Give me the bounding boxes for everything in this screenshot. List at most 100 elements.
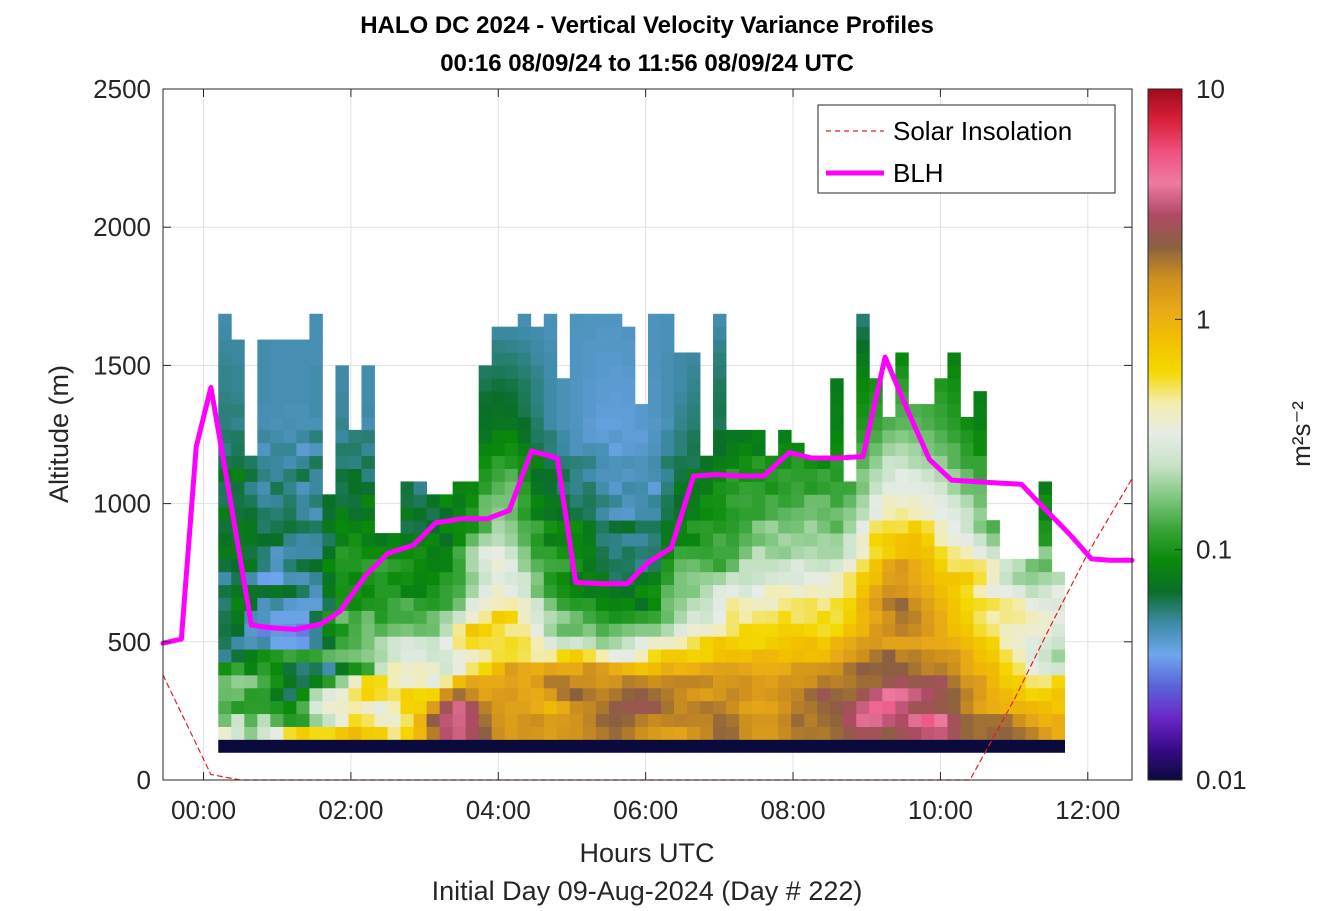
heatmap-cell (895, 726, 909, 740)
heatmap-cell (947, 365, 961, 379)
heatmap-cell (465, 545, 480, 560)
heatmap-cell (569, 713, 584, 727)
heatmap-cell (947, 636, 961, 650)
heatmap-cell (361, 713, 375, 727)
heatmap-cell (960, 416, 974, 431)
heatmap-cell (608, 352, 623, 366)
heatmap-cell (426, 584, 441, 598)
heatmap-cell (687, 429, 701, 444)
heatmap-cell (830, 416, 844, 431)
heatmap-cell (752, 481, 766, 495)
heatmap-cell (726, 739, 740, 753)
heatmap-cell (491, 739, 506, 753)
heatmap-cell (231, 713, 245, 727)
heatmap-cell (283, 352, 297, 366)
heatmap-cell (739, 687, 753, 702)
heatmap-cell (569, 623, 584, 637)
heatmap-cell (843, 674, 857, 689)
heatmap-cell (895, 558, 909, 573)
heatmap-cell (413, 507, 427, 521)
heatmap-cell (556, 429, 571, 444)
heatmap-cell (726, 597, 740, 611)
heatmap-cell (530, 468, 545, 482)
heatmap-cell (426, 597, 441, 611)
heatmap-cell (335, 455, 349, 469)
heatmap-cell (752, 455, 766, 469)
heatmap-cell (426, 687, 441, 702)
heatmap-cell (752, 726, 766, 740)
heatmap-cell (556, 378, 571, 392)
heatmap-cell (804, 494, 818, 508)
heatmap-cell (452, 623, 467, 637)
heatmap-cell (1025, 662, 1039, 676)
heatmap-cell (491, 623, 506, 637)
heatmap-cell (713, 571, 727, 586)
heatmap-cell (478, 597, 493, 611)
heatmap-cell (713, 313, 727, 328)
heatmap-cell (673, 662, 688, 676)
heatmap-cell (752, 494, 766, 508)
heatmap-cell (830, 481, 844, 495)
heatmap-cell (921, 700, 935, 715)
heatmap-cell (335, 442, 349, 457)
heatmap-cell (882, 662, 896, 676)
heatmap-cell (752, 700, 766, 715)
heatmap-cell (283, 365, 297, 379)
heatmap-cell (673, 545, 688, 560)
heatmap-cell (309, 391, 323, 405)
heatmap-cell (426, 739, 441, 753)
heatmap-cell (309, 545, 323, 560)
colorbar-tick-label: 10 (1196, 74, 1225, 104)
heatmap-cell (530, 674, 545, 689)
heatmap-cell (765, 687, 779, 702)
heatmap-cell (309, 507, 323, 521)
heatmap-cell (361, 623, 375, 637)
heatmap-cell (257, 404, 271, 418)
heatmap-cell (270, 571, 284, 586)
heatmap-cell (999, 726, 1013, 740)
heatmap-cell (1051, 649, 1066, 663)
heatmap-cell (543, 507, 558, 521)
heatmap-cell (1038, 545, 1052, 560)
heatmap-cell (895, 533, 909, 547)
heatmap-cell (218, 662, 232, 676)
heatmap-cell (843, 520, 857, 534)
heatmap-cell (856, 674, 870, 689)
heatmap-cell (504, 520, 519, 534)
heatmap-cell (947, 378, 961, 392)
heatmap-cell (713, 365, 727, 379)
heatmap-cell (856, 623, 870, 637)
heatmap-cell (517, 429, 532, 444)
heatmap-cell (322, 674, 336, 689)
heatmap-cell (634, 404, 649, 418)
heatmap-cell (621, 623, 636, 637)
y-tick-label: 1500 (93, 350, 151, 380)
heatmap-cell (882, 533, 896, 547)
heatmap-cell (660, 339, 675, 353)
heatmap-cell (830, 623, 844, 637)
heatmap-cell (660, 455, 675, 469)
heatmap-cell (491, 610, 506, 624)
heatmap-cell (960, 533, 974, 547)
heatmap-cell (986, 687, 1000, 702)
heatmap-cell (374, 610, 388, 624)
heatmap-cell (569, 429, 584, 444)
heatmap-cell (752, 545, 766, 560)
heatmap-cell (491, 533, 506, 547)
heatmap-cell (218, 597, 232, 611)
heatmap-cell (700, 610, 714, 624)
heatmap-cell (283, 429, 297, 444)
heatmap-cell (283, 391, 297, 405)
heatmap-cell (582, 520, 597, 534)
heatmap-cell (582, 726, 597, 740)
x-tick-label: 00:00 (171, 795, 236, 825)
heatmap-cell (582, 674, 597, 689)
heatmap-cell (452, 533, 467, 547)
heatmap-cell (257, 610, 271, 624)
heatmap-cell (687, 584, 701, 598)
heatmap-cell (869, 455, 883, 469)
heatmap-cell (309, 649, 323, 663)
heatmap-cell (582, 584, 597, 598)
heatmap-cell (830, 597, 844, 611)
heatmap-cell (673, 610, 688, 624)
